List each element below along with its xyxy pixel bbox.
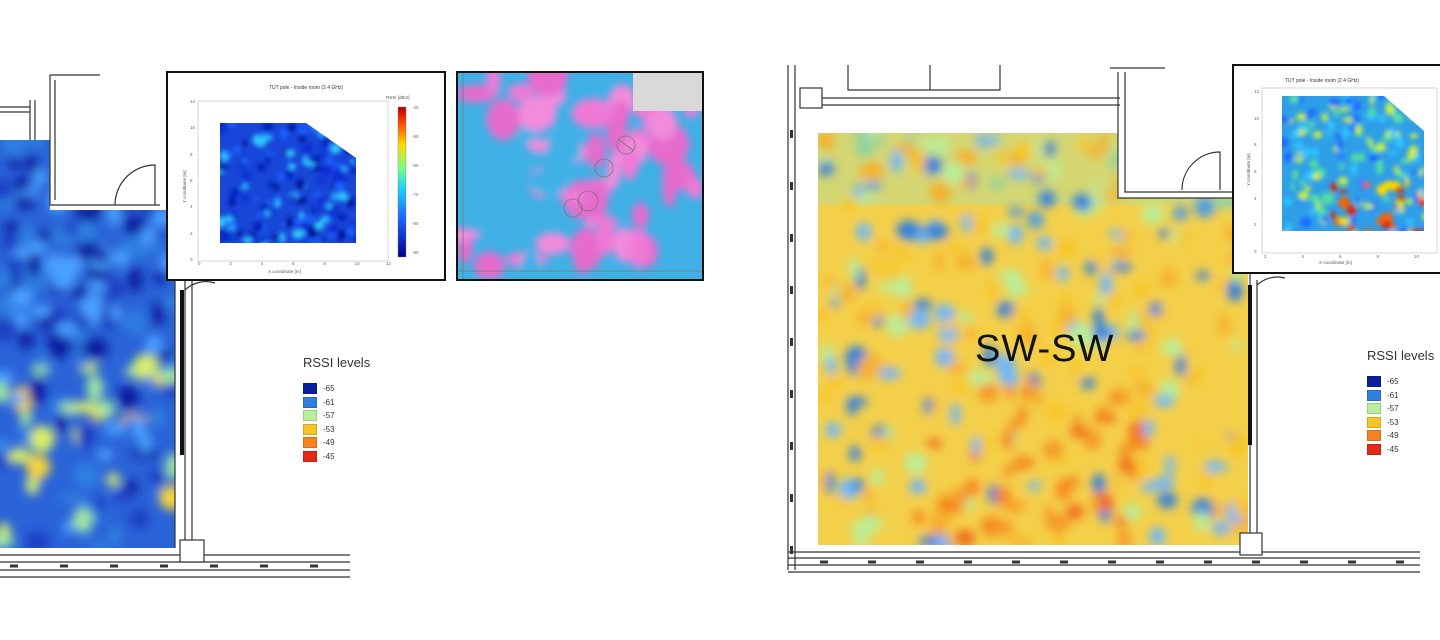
legend-swatch (303, 410, 317, 422)
right-door-frame (1248, 285, 1252, 445)
legend-item: -57 (1367, 402, 1434, 416)
legend-label: -57 (1387, 404, 1399, 414)
legend-label: -53 (1387, 417, 1399, 427)
legend-swatch (303, 423, 317, 435)
legend-item: -65 (1367, 375, 1434, 389)
legend-item: -53 (303, 423, 370, 437)
colorbar-tick-label: -60 (412, 163, 419, 168)
y-tick-label: 4 (1254, 195, 1257, 201)
inset-ylabel: Y coordinate [m] (182, 170, 187, 203)
legend-label: -49 (323, 438, 335, 448)
legend-item: -49 (1367, 429, 1434, 443)
right-inset-chart: TUT pole - Inside room (2.4 GHz) Y coord… (1232, 64, 1440, 274)
inset-title: TUT pole - Inside room (2.4 GHz) (268, 85, 344, 91)
x-tick-label: 10 (354, 261, 360, 266)
x-tick-label: 6 (1339, 254, 1342, 259)
x-tick-label: 0 (198, 261, 201, 266)
left-floorplan (0, 74, 350, 578)
left-overlay-inset (456, 71, 704, 281)
legend-item: -61 (1367, 389, 1434, 403)
legend-swatch (1367, 389, 1381, 401)
legend-item: -45 (1367, 443, 1434, 457)
right-legend: RSSI levels -65 -61 -57 -53 -49 -45 (1367, 348, 1434, 456)
left-door-frame (180, 290, 184, 455)
x-tick-label: 8 (323, 261, 326, 266)
legend-label: -45 (323, 451, 335, 461)
y-tick-label: 6 (190, 178, 193, 183)
legend-label: -49 (1387, 431, 1399, 441)
legend-swatch (303, 396, 317, 408)
left-legend: RSSI levels -65 -61 -57 -53 -49 -45 (303, 355, 370, 463)
legend-swatch (1367, 443, 1381, 455)
y-tick-label: 0 (190, 257, 193, 262)
right-heatmap (818, 133, 1248, 545)
inset-title: TUT pole - Inside room (2.4 GHz) (1284, 78, 1360, 84)
legend-swatch (1367, 376, 1381, 388)
legend-label: -53 (323, 424, 335, 434)
y-tick-label: 2 (1254, 222, 1257, 228)
right-panel: SW-SW TUT pole - Inside room (2.4 GHz) Y… (720, 0, 1440, 640)
y-tick-label: 12 (1254, 89, 1260, 94)
legend-swatch (1367, 416, 1381, 428)
left-inset-chart: TUT pole - Inside room (2.4 GHz) (166, 71, 446, 281)
x-tick-label: 4 (1301, 254, 1305, 259)
inset-xlabel: X coordinate [m] (1319, 260, 1352, 265)
legend-item: -53 (1367, 416, 1434, 430)
y-tick-label: 10 (190, 125, 196, 131)
legend-label: -45 (1387, 444, 1399, 454)
y-tick-label: 12 (190, 99, 196, 104)
legend-item: -65 (303, 382, 370, 396)
x-tick-label: 10 (1414, 254, 1420, 259)
legend-title: RSSI levels (303, 355, 371, 370)
legend-item: -57 (303, 409, 370, 423)
right-inset-plot (1261, 87, 1438, 254)
colorbar-tick-label: -40 (412, 105, 419, 110)
colorbar (397, 106, 407, 258)
x-tick-label: 2 (229, 261, 232, 266)
legend-swatch (303, 450, 317, 462)
legend-label: -61 (323, 397, 335, 407)
colorbar-label: RSSI [dBm] (386, 95, 410, 100)
colorbar-tick-label: -80 (412, 221, 419, 226)
y-tick-label: 8 (1254, 142, 1257, 148)
x-tick-label: 12 (386, 261, 392, 266)
y-tick-label: 6 (1254, 169, 1257, 174)
legend-item: -45 (303, 450, 370, 464)
legend-label: -61 (1387, 390, 1399, 400)
legend-swatch (1367, 430, 1381, 442)
colorbar-tick-label: -50 (412, 134, 419, 139)
legend-swatch (303, 437, 317, 449)
inset-xlabel: X coordinate [m] (268, 269, 301, 274)
left-walls (0, 74, 350, 578)
x-tick-label: 8 (1376, 254, 1380, 259)
legend-label: -57 (323, 411, 335, 421)
legend-item: -61 (303, 396, 370, 410)
y-tick-label: 4 (190, 204, 193, 210)
overlay-label: SW-SW (975, 328, 1115, 370)
inset-ylabel: Y coordinate [m] (1246, 153, 1251, 186)
legend-title: RSSI levels (1367, 348, 1435, 363)
legend-swatch (303, 383, 317, 395)
x-tick-label: 2 (1264, 254, 1267, 259)
legend-label: -65 (323, 384, 335, 394)
colorbar-tick-label: -70 (412, 192, 419, 197)
colorbar-tick-label: -90 (412, 250, 419, 255)
right-floorplan (787, 65, 1420, 573)
y-tick-label: 2 (190, 230, 193, 236)
y-tick-label: 0 (1254, 249, 1257, 254)
y-tick-label: 8 (190, 151, 193, 157)
left-panel: TUT pole - Inside room (2.4 GHz) (0, 71, 704, 578)
legend-label: -65 (1387, 377, 1399, 387)
left-inset-plot (197, 100, 407, 262)
x-tick-label: 6 (292, 261, 295, 266)
x-tick-label: 4 (260, 261, 264, 266)
legend-item: -49 (303, 436, 370, 450)
overlay-map (458, 73, 702, 279)
legend-swatch (1367, 403, 1381, 415)
y-tick-label: 10 (1254, 115, 1260, 121)
